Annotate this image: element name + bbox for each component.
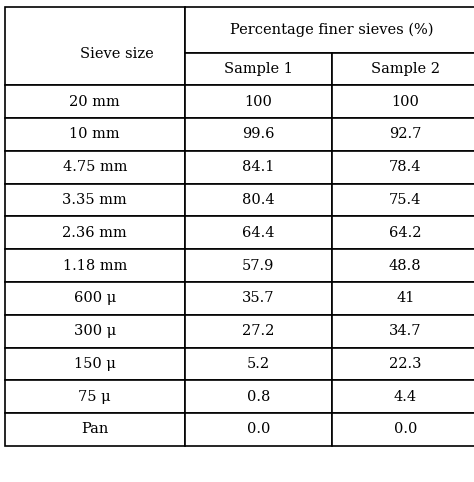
Text: 4.4: 4.4	[394, 389, 417, 404]
Text: 100: 100	[245, 94, 272, 109]
Text: 20 mm: 20 mm	[69, 94, 120, 109]
Text: 75.4: 75.4	[389, 193, 421, 207]
Bar	[332, 315, 474, 348]
Bar	[332, 85, 474, 118]
Text: 0.8: 0.8	[246, 389, 270, 404]
Bar	[5, 282, 185, 315]
Text: 92.7: 92.7	[389, 127, 421, 142]
Text: 64.4: 64.4	[242, 226, 274, 240]
Bar	[5, 380, 185, 413]
Bar	[185, 315, 332, 348]
Text: Sieve size: Sieve size	[81, 47, 154, 61]
Bar	[5, 413, 185, 446]
Bar	[332, 184, 474, 216]
Text: 99.6: 99.6	[242, 127, 274, 142]
Text: 3.35 mm: 3.35 mm	[63, 193, 127, 207]
Bar	[332, 249, 474, 282]
Bar	[332, 118, 474, 151]
Text: 84.1: 84.1	[242, 160, 274, 174]
Text: 80.4: 80.4	[242, 193, 274, 207]
Bar	[5, 216, 185, 249]
Text: Sample 1: Sample 1	[224, 62, 293, 76]
Bar	[185, 282, 332, 315]
Bar	[185, 184, 332, 216]
Bar	[332, 380, 474, 413]
Text: 100: 100	[392, 94, 419, 109]
Text: 1.18 mm: 1.18 mm	[63, 258, 127, 273]
Text: Percentage finer sieves (%): Percentage finer sieves (%)	[230, 23, 434, 37]
Bar	[5, 151, 185, 184]
Bar	[185, 413, 332, 446]
Text: 34.7: 34.7	[389, 324, 421, 338]
Bar	[332, 151, 474, 184]
Bar	[5, 7, 185, 85]
Text: 0.0: 0.0	[246, 422, 270, 437]
Bar	[332, 413, 474, 446]
Text: 5.2: 5.2	[247, 357, 270, 371]
Bar	[185, 216, 332, 249]
Bar	[5, 118, 185, 151]
Text: Pan: Pan	[81, 422, 109, 437]
Text: 600 μ: 600 μ	[73, 291, 116, 306]
Bar	[5, 315, 185, 348]
Text: 75 μ: 75 μ	[79, 389, 111, 404]
Bar	[332, 282, 474, 315]
Text: 48.8: 48.8	[389, 258, 421, 273]
Text: 10 mm: 10 mm	[70, 127, 120, 142]
Bar	[5, 249, 185, 282]
Bar	[5, 85, 185, 118]
Bar	[185, 380, 332, 413]
Bar	[5, 348, 185, 380]
Text: 2.36 mm: 2.36 mm	[63, 226, 127, 240]
Bar	[185, 348, 332, 380]
Text: Sample 2: Sample 2	[371, 62, 440, 76]
Text: 64.2: 64.2	[389, 226, 421, 240]
Text: 78.4: 78.4	[389, 160, 421, 174]
Bar	[185, 7, 474, 53]
Text: 27.2: 27.2	[242, 324, 274, 338]
Text: 35.7: 35.7	[242, 291, 274, 306]
Bar	[185, 249, 332, 282]
Bar	[185, 151, 332, 184]
Text: 300 μ: 300 μ	[73, 324, 116, 338]
Text: 41: 41	[396, 291, 414, 306]
Bar	[185, 85, 332, 118]
Text: 22.3: 22.3	[389, 357, 421, 371]
Bar	[5, 184, 185, 216]
Text: 0.0: 0.0	[393, 422, 417, 437]
Text: 150 μ: 150 μ	[74, 357, 116, 371]
Bar	[332, 53, 474, 85]
Text: 4.75 mm: 4.75 mm	[63, 160, 127, 174]
Bar	[185, 53, 332, 85]
Text: 57.9: 57.9	[242, 258, 274, 273]
Bar	[185, 118, 332, 151]
Bar	[332, 348, 474, 380]
Bar	[332, 216, 474, 249]
